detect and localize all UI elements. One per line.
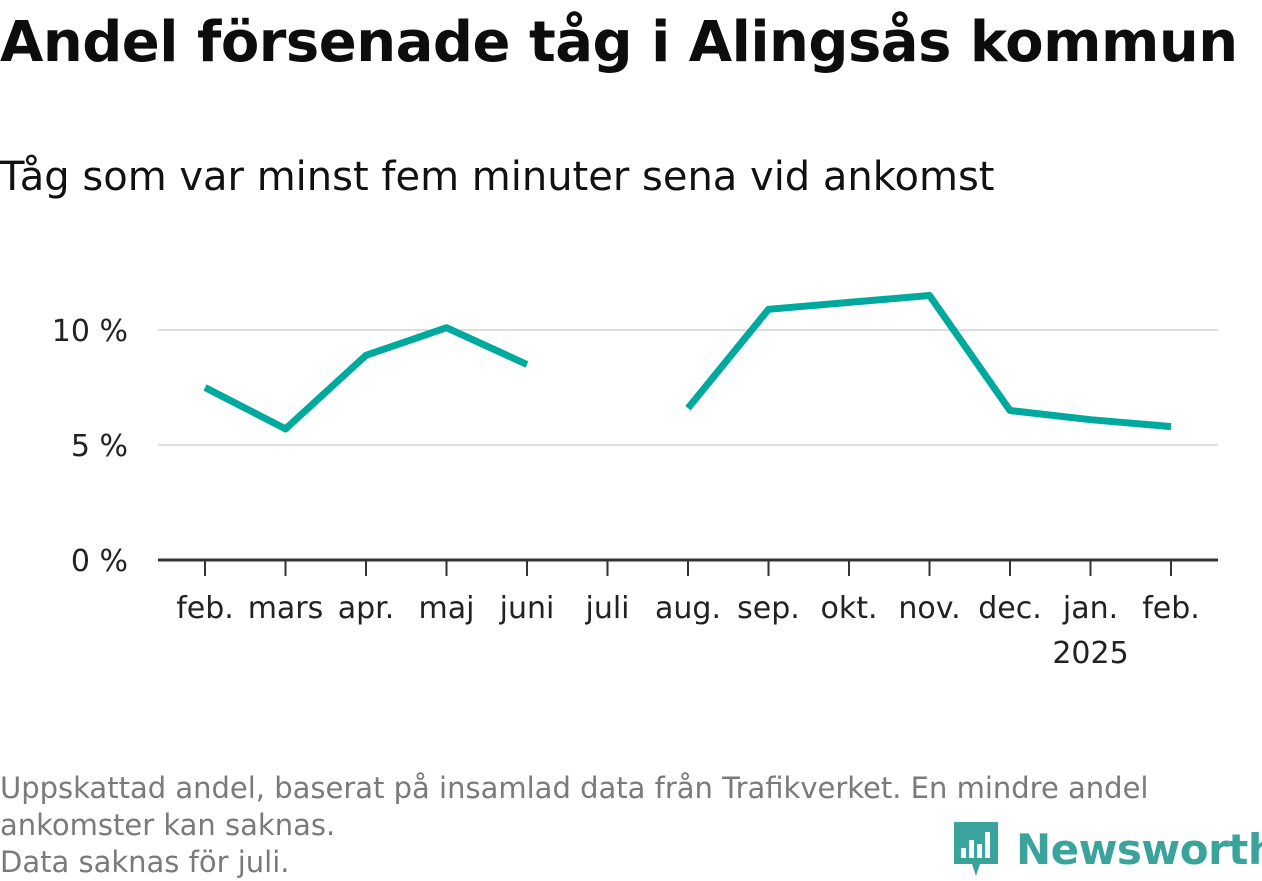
series-line-segment bbox=[685, 292, 1172, 431]
x-tick-label: apr. bbox=[338, 591, 395, 626]
line-chart: 0 % 5 % 10 % feb. mars apr. maj juni juli aug. se… bbox=[52, 292, 1218, 671]
footnote-line-2: ankomster kan saknas. bbox=[0, 808, 336, 842]
data-point bbox=[524, 361, 531, 368]
y-axis-ticks: 0 % 5 % 10 % bbox=[52, 314, 128, 579]
y-tick-label: 10 % bbox=[52, 314, 128, 349]
data-point bbox=[926, 292, 933, 299]
data-point bbox=[363, 352, 370, 359]
data-point bbox=[443, 324, 450, 331]
x-year-label: 2025 bbox=[1052, 636, 1128, 671]
series-lines bbox=[202, 292, 1175, 433]
data-point bbox=[1007, 407, 1014, 414]
x-tick-label: nov. bbox=[898, 591, 960, 626]
gridlines bbox=[158, 329, 1218, 446]
data-point bbox=[846, 299, 853, 306]
data-point bbox=[765, 306, 772, 313]
x-tick-label: feb. bbox=[176, 591, 234, 626]
x-tick-label: maj bbox=[419, 591, 475, 626]
newsworthy-logo: Newsworthy bbox=[950, 818, 1262, 880]
chart-subtitle: Tåg som var minst fem minuter sena vid a… bbox=[0, 154, 995, 200]
y-tick-label: 5 % bbox=[71, 429, 128, 464]
chart-logo-icon bbox=[954, 822, 998, 876]
data-point bbox=[1087, 416, 1094, 423]
footnote-line-3: Data saknas för juli. bbox=[0, 845, 290, 879]
chart-title: Andel försenade tåg i Alingsås kommun bbox=[0, 10, 1238, 75]
brand-name: Newsworthy bbox=[1016, 824, 1262, 874]
footnote: Uppskattad andel, baserat på insamlad da… bbox=[0, 770, 1148, 881]
data-point bbox=[685, 405, 692, 412]
data-point bbox=[1168, 423, 1175, 430]
x-tick-label: juni bbox=[499, 591, 555, 626]
x-tick-label: jan. bbox=[1062, 591, 1118, 626]
footnote-line-1: Uppskattad andel, baserat på insamlad da… bbox=[0, 771, 1149, 805]
series-line-segment bbox=[203, 324, 529, 433]
x-tick-label: okt. bbox=[820, 591, 877, 626]
x-tick-label: mars bbox=[248, 591, 324, 626]
x-tick-label: feb. bbox=[1142, 591, 1200, 626]
x-tick-label: dec. bbox=[978, 591, 1042, 626]
data-point bbox=[282, 425, 289, 432]
x-tick-label: aug. bbox=[655, 591, 721, 626]
y-tick-label: 0 % bbox=[71, 544, 128, 579]
x-axis-ticks: feb. mars apr. maj juni juli aug. sep. okt. nov. d… bbox=[176, 560, 1200, 671]
data-point bbox=[202, 384, 209, 391]
x-tick-label: juli bbox=[584, 591, 629, 626]
x-tick-label: sep. bbox=[737, 591, 800, 626]
